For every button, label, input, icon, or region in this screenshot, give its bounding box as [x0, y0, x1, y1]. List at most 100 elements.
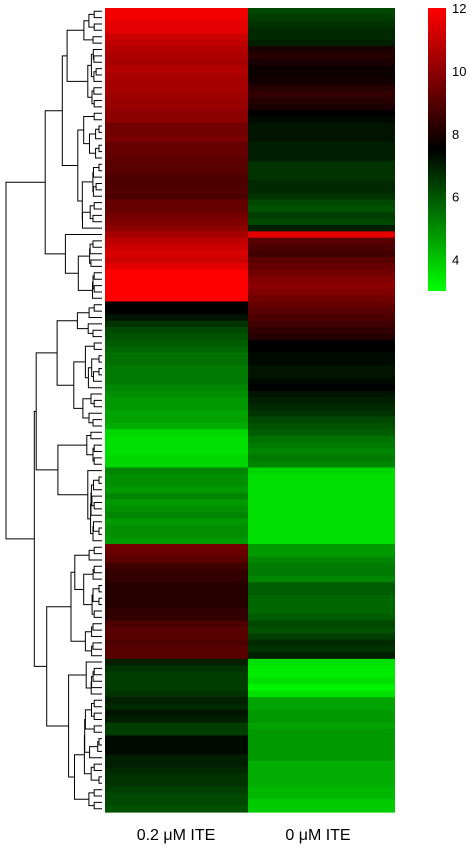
dendrogram-branch — [90, 259, 102, 267]
heatmap-cell — [105, 773, 248, 781]
heatmap-cell — [248, 20, 395, 28]
heatmap-cell — [248, 59, 395, 67]
color-scale-tick-label: 8 — [452, 127, 459, 142]
heatmap-cell — [105, 454, 248, 462]
dendrogram-branch — [46, 606, 71, 727]
heatmap-cell — [105, 384, 248, 392]
dendrogram-branch — [87, 470, 102, 520]
dendrogram-branch — [98, 597, 102, 606]
color-scale-tick-label: 4 — [452, 253, 459, 268]
heatmap-cell — [105, 429, 248, 437]
heatmap-cell — [105, 658, 248, 666]
heatmap-cell — [105, 167, 248, 175]
dendrogram-branch — [68, 674, 87, 778]
heatmap-cell — [105, 301, 248, 309]
heatmap-cell — [105, 173, 248, 181]
dendrogram-branch — [87, 323, 102, 334]
heatmap-cell — [105, 250, 248, 258]
dendrogram-branch — [92, 588, 99, 602]
heatmap-cell — [105, 378, 248, 386]
heatmap-cell — [248, 110, 395, 118]
heatmap-cell — [105, 65, 248, 73]
heatmap-cell — [105, 690, 248, 698]
heatmap-cell — [105, 601, 248, 609]
dendrogram-branch — [93, 304, 102, 312]
dendrogram-branch — [89, 205, 95, 220]
heatmap-cell — [105, 39, 248, 47]
heatmap-cell — [248, 378, 395, 386]
heatmap-cell — [105, 754, 248, 762]
heatmap-cell — [248, 480, 395, 488]
heatmap-cell — [248, 263, 395, 271]
heatmap-cell — [248, 441, 395, 449]
heatmap-cell — [248, 33, 395, 41]
heatmap-cell — [248, 135, 395, 143]
dendrogram-branch — [98, 776, 102, 784]
dendrogram-branch — [93, 699, 102, 708]
dendrogram-branch — [93, 521, 102, 532]
heatmap-cell — [105, 422, 248, 430]
dendrogram-branch — [90, 766, 99, 781]
dendrogram-branch — [93, 71, 102, 82]
heatmap-cell — [105, 327, 248, 335]
heatmap-cell — [105, 512, 248, 520]
dendrogram-branch — [95, 183, 102, 191]
heatmap-cell — [248, 371, 395, 379]
heatmap-cell — [105, 307, 248, 315]
heatmap-cell — [105, 505, 248, 513]
heatmap-cell — [248, 792, 395, 800]
dendrogram-branch — [82, 398, 91, 419]
heatmap-cell — [105, 314, 248, 322]
dendrogram-branch — [95, 68, 102, 76]
heatmap-cell — [248, 709, 395, 717]
dendrogram-branch — [98, 144, 102, 153]
dendrogram-branch — [91, 358, 99, 377]
heatmap-cell — [105, 607, 248, 615]
heatmap-cell — [248, 448, 395, 456]
heatmap-cell — [248, 231, 395, 239]
heatmap-cell — [248, 665, 395, 673]
dendrogram-branch — [92, 49, 102, 60]
heatmap-cell — [248, 556, 395, 564]
heatmap-cell — [105, 346, 248, 354]
heatmap-cell — [248, 735, 395, 743]
heatmap-cell — [248, 716, 395, 724]
heatmap-cell — [105, 652, 248, 660]
color-scale-tick-label: 6 — [452, 190, 459, 205]
dendrogram-branch — [35, 352, 58, 471]
dendrogram-branch — [74, 754, 89, 800]
heatmap-cell — [248, 652, 395, 660]
heatmap-cell — [248, 307, 395, 315]
dendrogram-branch — [93, 399, 102, 408]
heatmap-cell — [248, 601, 395, 609]
heatmap-cell — [248, 27, 395, 35]
heatmap-cell — [105, 333, 248, 341]
heatmap-cell — [105, 129, 248, 137]
heatmap-cell — [248, 212, 395, 220]
heatmap-cell — [248, 365, 395, 373]
heatmap-cell — [105, 148, 248, 156]
dendrogram-branch — [76, 312, 90, 330]
heatmap-cell — [248, 122, 395, 130]
heatmap-cell — [248, 90, 395, 98]
dendrogram-branch — [93, 112, 102, 121]
heatmap-cell — [105, 620, 248, 628]
heatmap-cell — [248, 314, 395, 322]
heatmap-cell — [248, 639, 395, 647]
heatmap-cell — [105, 448, 248, 456]
heatmap-cell — [248, 524, 395, 532]
heatmap-cell — [248, 269, 395, 277]
heatmap-cell — [248, 486, 395, 494]
heatmap-cell — [105, 371, 248, 379]
heatmap-cell — [105, 135, 248, 143]
heatmap-cell — [248, 620, 395, 628]
heatmap-cell — [248, 224, 395, 232]
heatmap-cell — [248, 180, 395, 188]
heatmap-cell — [248, 697, 395, 705]
dendrogram-branch — [92, 526, 102, 542]
heatmap-cell — [105, 97, 248, 105]
heatmap-cell — [105, 103, 248, 111]
heatmap-cell — [105, 582, 248, 590]
dendrogram-branch — [93, 763, 102, 771]
